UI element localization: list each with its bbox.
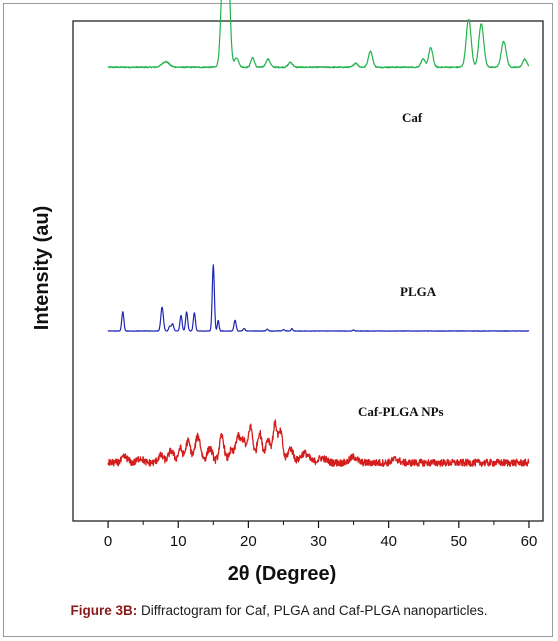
series-traces [107, 0, 530, 468]
x-axis-title: 2θ (Degree) [228, 563, 337, 585]
figure-caption: Figure 3B: Diffractogram for Caf, PLGA a… [0, 603, 558, 618]
caption-text: Diffractogram for Caf, PLGA and Caf-PLGA… [137, 603, 488, 618]
series-label-plga: PLGA [400, 284, 437, 299]
x-tick-label-20: 20 [240, 533, 257, 550]
caption-label: Figure 3B: [70, 603, 138, 618]
x-tick-label-30: 30 [310, 533, 327, 550]
figure-frame [3, 3, 553, 637]
x-tick-label-50: 50 [450, 533, 467, 550]
series-plga-trace [107, 264, 530, 332]
x-tick-label-40: 40 [380, 533, 397, 550]
plot-area-border [72, 20, 544, 522]
y-axis-title: Intensity (au) [31, 206, 53, 330]
series-label-caf: Caf [402, 110, 423, 125]
x-axis-ticks: 0 10 20 30 40 50 60 [104, 521, 537, 550]
series-caf-trace [107, 0, 530, 69]
x-tick-label-60: 60 [521, 533, 538, 550]
x-tick-label-10: 10 [170, 533, 187, 550]
x-tick-label-0: 0 [104, 533, 112, 550]
series-caf-plga-trace [107, 419, 530, 468]
series-label-caf-plga: Caf-PLGA NPs [358, 404, 444, 419]
